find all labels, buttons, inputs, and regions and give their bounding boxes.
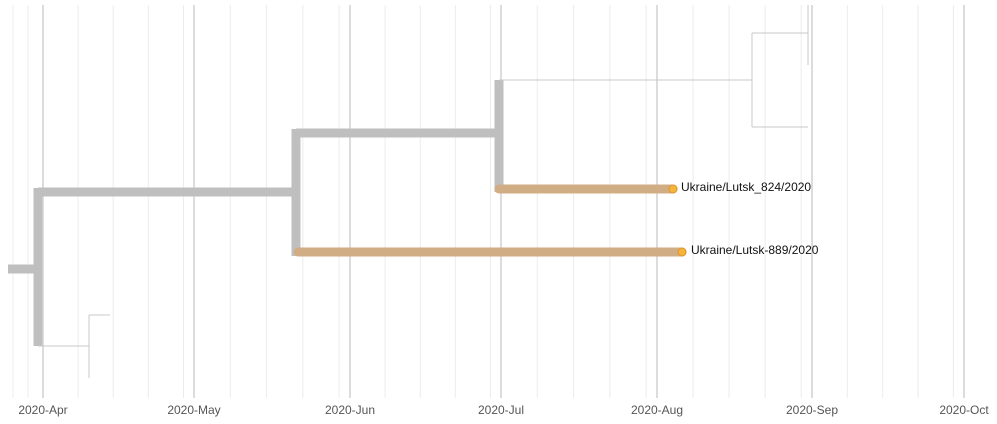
branches (8, 5, 809, 378)
tip-label: Ukraine/Lutsk_824/2020 (681, 180, 811, 194)
tip-label: Ukraine/Lutsk-889/2020 (691, 243, 819, 257)
x-tick-label: 2020-Oct (939, 403, 989, 417)
x-tick-label: 2020-Sep (786, 403, 838, 417)
tip[interactable] (668, 184, 678, 194)
x-tick-label: 2020-May (167, 403, 220, 417)
x-tick-label: 2020-Jul (478, 403, 524, 417)
tip[interactable] (677, 247, 687, 257)
x-tick-label: 2020-Jun (325, 403, 375, 417)
time-axis: 2020-Apr 2020-May 2020-Jun 2020-Jul 2020-Aug… (18, 403, 989, 417)
x-tick-label: 2020-Apr (18, 403, 67, 417)
x-tick-label: 2020-Aug (631, 403, 683, 417)
grid (12, 5, 965, 398)
